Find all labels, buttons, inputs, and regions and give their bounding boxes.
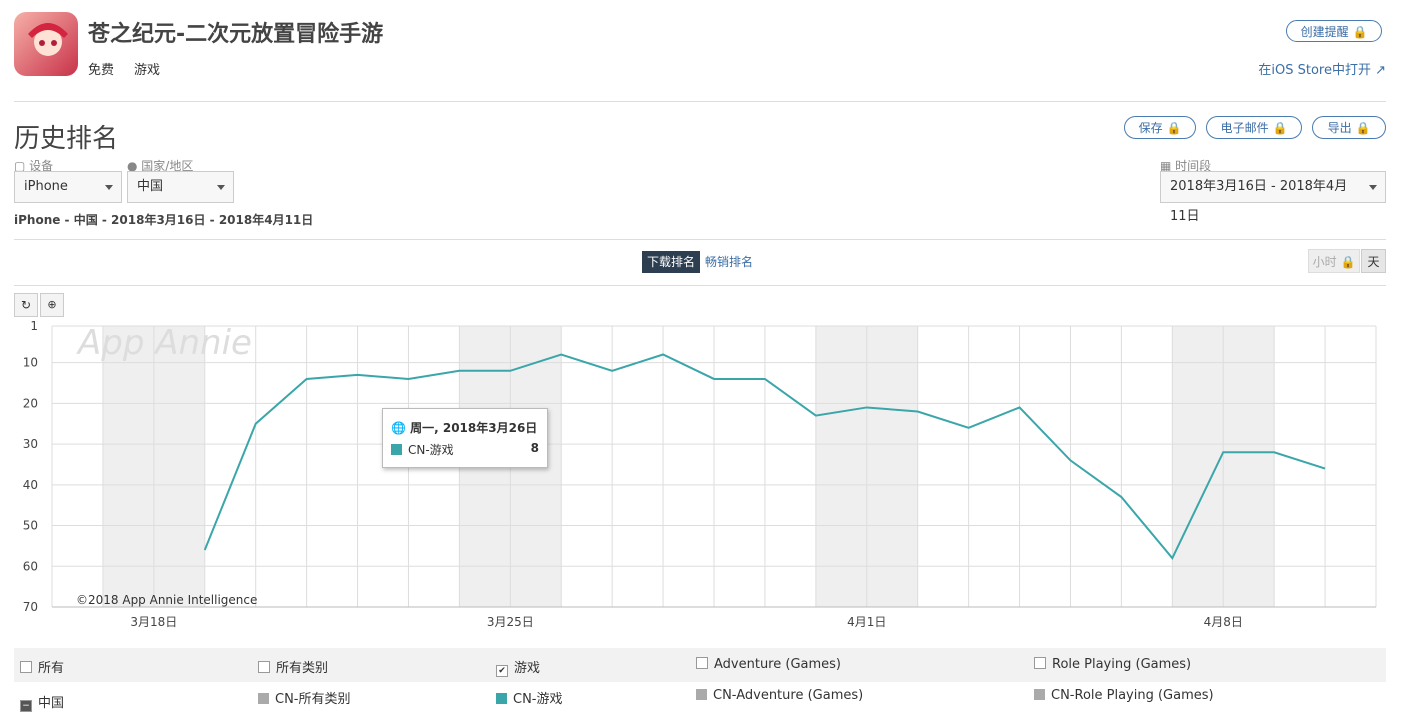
day-button[interactable]: 天 (1361, 249, 1386, 273)
checkbox[interactable] (20, 661, 32, 673)
alert-button[interactable]: 创建提醒 🔒 (1286, 20, 1382, 42)
x-tick-label: 4月8日 (1204, 615, 1243, 629)
legend-filter[interactable]: 所有类别 (258, 657, 328, 676)
legend-swatch (496, 693, 507, 704)
section-title: 历史排名 (14, 124, 119, 154)
checkbox[interactable]: ✔ (496, 665, 508, 677)
country-label-text: 国家/地区 (141, 159, 194, 173)
x-tick-label: 3月25日 (487, 615, 534, 629)
legend-filter[interactable]: 所有 (20, 657, 64, 676)
checkbox[interactable] (696, 657, 708, 669)
legend-filter[interactable]: ✔ 游戏 (496, 657, 540, 677)
legend-entry: CN-所有类别 (258, 688, 351, 707)
legend-swatch (1034, 689, 1045, 700)
legend-entry: CN-Role Playing (Games) (1034, 688, 1214, 703)
legend-label: CN-Adventure (Games) (713, 688, 864, 703)
store-link-text: 在iOS Store中打开 (1258, 63, 1371, 78)
store-link[interactable]: 在iOS Store中打开 ↗ (1258, 63, 1386, 78)
watermark: App Annie (76, 323, 252, 363)
tooltip-value: 8 (530, 441, 539, 455)
country-label: ● 国家/地区 (127, 159, 194, 173)
y-tick-label: 60 (23, 559, 38, 573)
app-category[interactable]: 游戏 (134, 63, 161, 78)
legend-label: CN-游戏 (513, 692, 563, 707)
filter-label: 所有类别 (276, 661, 329, 676)
zoom-button[interactable]: ⊕ (40, 293, 64, 317)
period-select[interactable]: 2018年3月16日 - 2018年4月11日 (1160, 171, 1386, 224)
y-tick-label: 10 (23, 356, 38, 370)
summary: iPhone - 中国 - 2018年3月16日 - 2018年4月11日 (14, 213, 314, 227)
x-tick-label: 4月1日 (847, 615, 886, 629)
action-label: 保存 (1138, 121, 1163, 135)
legend-row-label[interactable]: − 中国 (20, 692, 64, 712)
row-label: 中国 (38, 696, 65, 711)
period-label: ▦ 时间段 (1160, 159, 1212, 173)
device-label-text: 设备 (29, 159, 54, 173)
divider (14, 285, 1386, 286)
tooltip-series: CN-游戏 (408, 443, 454, 457)
chart: App Annie 3月18日 3月25日 4月1日 4月8日 1 10 20 30 40 50 6… (23, 319, 1377, 629)
filter-label: 所有 (38, 661, 65, 676)
filter-label: Adventure (Games) (714, 657, 841, 672)
copyright: ©2018 App Annie Intelligence (76, 593, 257, 607)
y-tick-label: 70 (23, 600, 38, 614)
y-tick-label: 20 (23, 396, 38, 410)
tooltip-swatch (391, 444, 402, 455)
weekend-band (815, 326, 867, 607)
legend-label: CN-所有类别 (275, 692, 351, 707)
weekend-band (102, 326, 154, 607)
app-name: 苍之纪元-二次元放置冒险手游 (88, 22, 384, 47)
y-tick-label: 50 (23, 519, 38, 533)
weekend-band (1223, 326, 1275, 607)
legend-entry: CN-游戏 (496, 688, 563, 707)
weekend-band (866, 326, 918, 607)
divider (14, 239, 1386, 240)
legend-label: CN-Role Playing (Games) (1051, 688, 1214, 703)
period-label-text: 时间段 (1175, 159, 1212, 173)
series-line (203, 353, 1326, 560)
device-select[interactable]: iPhone (14, 171, 122, 203)
weekend-band (1172, 326, 1224, 607)
y-tick-label: 40 (23, 478, 38, 492)
legend-filter[interactable]: Adventure (Games) (696, 657, 841, 672)
divider (14, 101, 1386, 102)
tooltip-date: 周一, 2018年3月26日 (410, 421, 538, 435)
hour-label: 小时 (1312, 255, 1337, 269)
collapse[interactable]: − (20, 700, 32, 712)
hour-button[interactable]: 小时 🔒 (1308, 249, 1360, 273)
device-label: ▢ 设备 (14, 159, 54, 173)
action-label: 导出 (1327, 121, 1352, 135)
weekend-band (153, 326, 205, 607)
tab[interactable]: 畅销排名 (705, 255, 754, 269)
tab-active[interactable]: 下载排名 (642, 251, 700, 273)
tooltip: 🌐 周一, 2018年3月26日 CN-游戏 8 (382, 408, 548, 468)
legend-filter[interactable]: Role Playing (Games) (1034, 657, 1191, 672)
filter-label: 游戏 (514, 661, 541, 676)
action-button[interactable]: 保存 🔒 (1124, 116, 1196, 139)
action-button[interactable]: 导出 🔒 (1312, 116, 1386, 139)
country-select[interactable]: 中国 (127, 171, 234, 203)
alert-label: 创建提醒 (1300, 25, 1349, 39)
legend-swatch (696, 689, 707, 700)
y-tick-label: 1 (30, 319, 38, 333)
legend-swatch (258, 693, 269, 704)
x-tick-label: 3月18日 (130, 615, 177, 629)
app-icon (14, 12, 78, 76)
checkbox[interactable] (1034, 657, 1046, 669)
checkbox[interactable] (258, 661, 270, 673)
app-price: 免费 (88, 63, 115, 78)
action-button[interactable]: 电子邮件 🔒 (1206, 116, 1302, 139)
y-tick-label: 30 (23, 437, 38, 451)
legend-entry: CN-Adventure (Games) (696, 688, 863, 703)
action-label: 电子邮件 (1220, 121, 1269, 135)
reset-button[interactable]: ↻ (14, 293, 38, 317)
filter-label: Role Playing (Games) (1052, 657, 1192, 672)
